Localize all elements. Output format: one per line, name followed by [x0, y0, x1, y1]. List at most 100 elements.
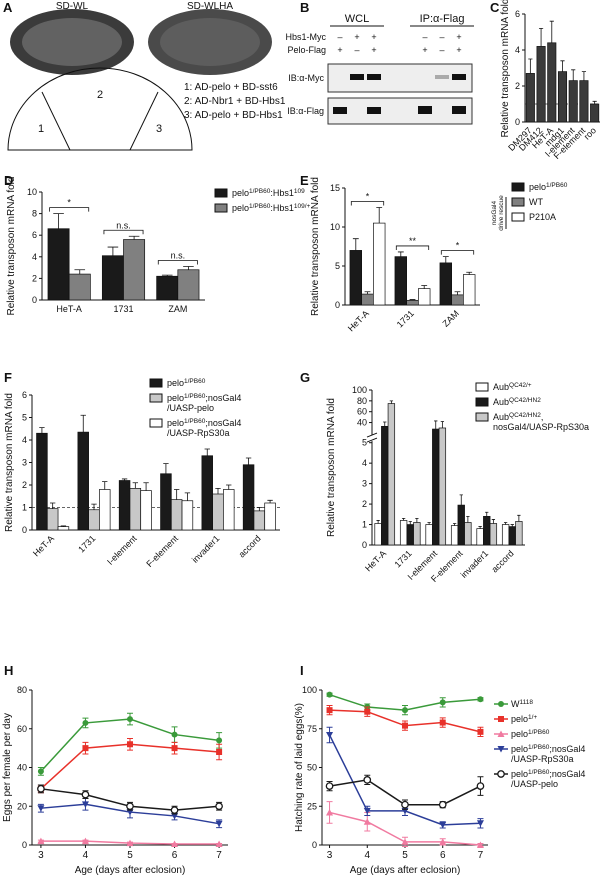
x-tick-label: HeT-A [346, 308, 371, 333]
group-label: WCL [345, 13, 369, 25]
error-bar [510, 524, 514, 527]
row-label: Hbs1-Myc [285, 32, 326, 42]
point [171, 812, 179, 820]
bar [432, 428, 440, 546]
sign: + [422, 45, 427, 55]
legend-entry: 2: AD-Nbr1 + BD-Hbs1 [184, 96, 286, 107]
legend-entry: pelo1/PB60 [529, 182, 568, 193]
bar [508, 526, 516, 546]
point [363, 776, 372, 784]
legend-swatch [511, 182, 525, 192]
text-part: pelo [232, 203, 249, 213]
bar [568, 80, 578, 123]
error-bar [383, 421, 387, 427]
error-bar [364, 291, 371, 295]
y-tick-label: 0 [515, 117, 520, 127]
bar [438, 427, 447, 546]
superscript: 1/PB60 [528, 729, 550, 736]
bar [123, 239, 146, 301]
sign: – [422, 32, 427, 42]
error-bar [427, 522, 431, 525]
band [367, 107, 381, 114]
error-bar [571, 69, 576, 81]
legend-swatch [149, 418, 163, 428]
y-tick-label: 6 [515, 9, 520, 19]
x-tick-label: HeT-A [363, 548, 388, 573]
y-tick-label: 2 [362, 499, 367, 509]
x-tick-label: HeT-A [56, 304, 82, 314]
panel-label: A [3, 0, 13, 15]
text-part: pelo [511, 714, 528, 724]
x-tick-label: roo [582, 125, 598, 141]
point [81, 837, 89, 845]
y-tick-label: 15 [330, 183, 340, 193]
x-tick-label: invader1 [190, 533, 221, 564]
axis-break-gap [368, 435, 376, 442]
legend-swatch [475, 412, 489, 422]
legend-swatch [214, 188, 228, 198]
error-bar [128, 235, 140, 240]
superscript: 1/PB60 [249, 188, 271, 195]
error-bar [184, 492, 191, 501]
error-bar [560, 60, 565, 72]
sign: – [439, 45, 444, 55]
blot-label: IB:α-Flag [287, 106, 324, 116]
plate-label: SD-WLHA [187, 1, 233, 12]
error-bar [503, 522, 508, 525]
legend-entry: /UASP-RpS30a [511, 754, 574, 764]
error-bar [421, 285, 428, 289]
y-tick-label: 100 [352, 385, 367, 395]
error-bar [528, 58, 533, 74]
point [401, 800, 409, 809]
text-part: pelo [167, 418, 184, 428]
y-tick-label: 2 [515, 81, 520, 91]
point [326, 731, 334, 739]
text-part: Aub [493, 397, 509, 407]
text-part: :Hbs1 [270, 188, 294, 198]
text-part: Aub [493, 412, 509, 422]
point [81, 790, 90, 799]
point [171, 745, 178, 752]
superscript: 1/PB60 [184, 378, 206, 385]
text-part: pelo [167, 378, 184, 388]
bar [264, 502, 276, 531]
error-bar [107, 246, 119, 256]
bar [177, 269, 200, 301]
bar [450, 525, 459, 546]
point [127, 716, 133, 723]
bar [425, 524, 433, 546]
sign: + [456, 45, 461, 55]
sector-divider [41, 91, 159, 151]
bar [406, 299, 419, 306]
legend-marker [498, 701, 504, 707]
bar [464, 522, 472, 546]
legend-swatch [214, 203, 228, 213]
text-part: WT [529, 197, 543, 207]
significance-bracket [350, 201, 385, 206]
text-part: pelo [511, 729, 528, 739]
error-bar [121, 478, 128, 481]
y-tick-label: 0 [32, 295, 37, 305]
legend-marker [497, 746, 505, 753]
legend-entry: /UASP-pelo [511, 779, 558, 789]
y-tick-label: 75 [307, 724, 317, 734]
error-bar [409, 299, 416, 301]
bar [590, 103, 600, 123]
bar [463, 274, 476, 306]
bar [451, 294, 464, 306]
error-bar [215, 487, 221, 494]
y-tick-label: 0 [22, 840, 27, 850]
error-bar [267, 499, 273, 503]
y-tick-label: 3 [22, 458, 27, 468]
point [215, 820, 223, 828]
y-tick-label: 100 [302, 685, 317, 695]
point [171, 731, 178, 738]
legend-entry: AubQC42/HN2, [493, 412, 543, 423]
error-bar [204, 448, 210, 456]
y-tick-label: 8 [32, 209, 37, 219]
y-tick-label: 2 [32, 273, 37, 283]
y-tick-label: 4 [22, 435, 27, 445]
point [37, 768, 44, 775]
band [350, 74, 364, 80]
bar [118, 480, 131, 531]
